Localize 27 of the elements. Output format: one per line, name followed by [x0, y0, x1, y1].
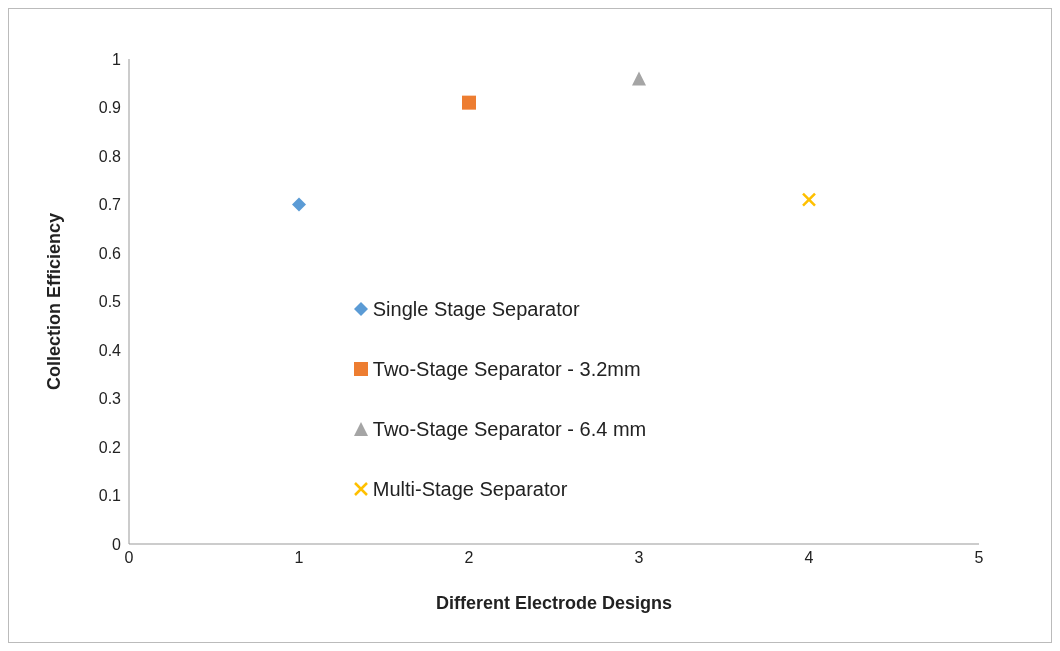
point [462, 95, 476, 110]
x-tick-label: 3 [634, 549, 644, 567]
x-tick-label: 0 [124, 549, 134, 567]
legend-label: Single Stage Separator [372, 297, 580, 321]
point [632, 71, 646, 86]
x-tick-label: 4 [804, 549, 814, 567]
x-tick-label: 1 [294, 549, 304, 567]
point [801, 192, 817, 207]
y-tick-label: 0.3 [98, 390, 122, 408]
x-tick-label: 5 [974, 549, 984, 567]
legend-label: Two-Stage Separator - 6.4 mm [372, 417, 647, 441]
legend-label: Multi-Stage Separator [372, 477, 568, 501]
y-tick-label: 0.1 [98, 487, 122, 505]
y-tick-label: 0.7 [98, 196, 122, 214]
y-axis-title: Collection Efficiency [44, 212, 65, 391]
x-axis-title: Different Electrode Designs [435, 593, 673, 613]
y-tick-label: 0.4 [98, 341, 122, 359]
y-tick-label: 0.8 [98, 147, 122, 165]
x-tick-label: 2 [464, 549, 474, 567]
y-tick-label: 0.5 [98, 293, 122, 311]
y-tick-label: 0.9 [98, 99, 122, 117]
y-tick-label: 1 [112, 50, 122, 68]
point [292, 197, 306, 212]
y-tick-label: 0 [112, 535, 122, 553]
y-tick-label: 0.2 [98, 438, 122, 456]
legend-label: Two-Stage Separator - 3.2mm [372, 357, 641, 381]
y-tick-label: 0.6 [98, 244, 122, 262]
